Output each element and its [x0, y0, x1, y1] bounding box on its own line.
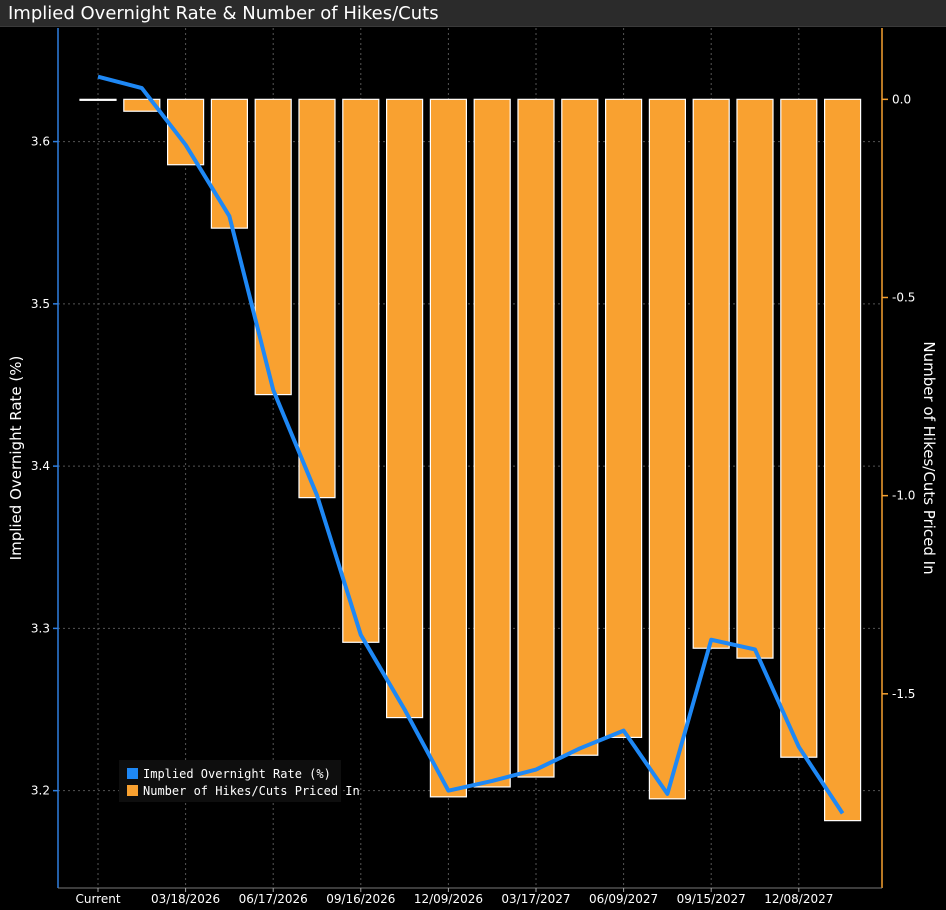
bar: [210, 98, 248, 229]
bar: [561, 98, 599, 756]
x-tick-label: 12/09/2026: [414, 892, 483, 906]
rate-line: [97, 74, 845, 815]
bar: [604, 98, 643, 739]
bar: [123, 98, 161, 112]
x-tick-label: 09/15/2027: [677, 892, 746, 906]
legend: Implied Overnight Rate (%) Number of Hike…: [119, 760, 360, 802]
bar: [167, 98, 205, 166]
right-axis-label: Number of Hikes/Cuts Priced In: [920, 341, 938, 574]
x-tick-label: 06/17/2026: [239, 892, 308, 906]
legend-label-hikes: Number of Hikes/Cuts Priced In: [143, 784, 360, 798]
bar: [692, 98, 730, 649]
bar: [823, 98, 862, 822]
x-tick-label: Current: [75, 892, 120, 906]
bar: [342, 98, 380, 643]
axes-layer: 3.2 3.3 3.4 3.5 3.6 Implied Overnight Rate (%…: [7, 28, 938, 906]
x-tick-label: 06/09/2027: [589, 892, 658, 906]
line-layer: [97, 74, 845, 815]
x-tick-label: 09/16/2026: [326, 892, 395, 906]
bar: [473, 98, 511, 788]
bar: [517, 98, 555, 778]
bar: [254, 98, 292, 396]
x-tick-label: 03/17/2027: [501, 892, 570, 906]
left-axis-label: Implied Overnight Rate (%): [7, 356, 25, 561]
legend-swatch-hikes: [127, 785, 138, 796]
bar: [386, 98, 424, 719]
left-tick-label: 3.5: [31, 297, 50, 311]
legend-swatch-rate: [127, 768, 138, 779]
legend-label-rate: Implied Overnight Rate (%): [143, 767, 331, 781]
bar: [736, 98, 774, 659]
bar: [79, 98, 117, 101]
bar: [780, 98, 818, 758]
left-tick-label: 3.6: [31, 135, 50, 149]
x-tick-label: 03/18/2026: [151, 892, 220, 906]
left-tick-label: 3.4: [31, 459, 50, 473]
bars-layer: [79, 98, 862, 822]
chart-title: Implied Overnight Rate & Number of Hikes…: [8, 3, 439, 24]
right-tick-label: -1.5: [892, 687, 915, 701]
left-tick-label: 3.2: [31, 784, 50, 798]
left-tick-label: 3.3: [31, 621, 50, 635]
right-tick-label: -0.5: [892, 290, 915, 304]
bar: [429, 98, 467, 798]
x-tick-label: 12/08/2027: [764, 892, 833, 906]
legend-box: [119, 760, 341, 802]
bar: [648, 98, 687, 800]
chart-title-bar: Implied Overnight Rate & Number of Hikes…: [0, 0, 946, 27]
right-tick-label: -1.0: [892, 489, 915, 503]
right-tick-label: 0.0: [892, 92, 911, 106]
bar: [298, 98, 336, 499]
